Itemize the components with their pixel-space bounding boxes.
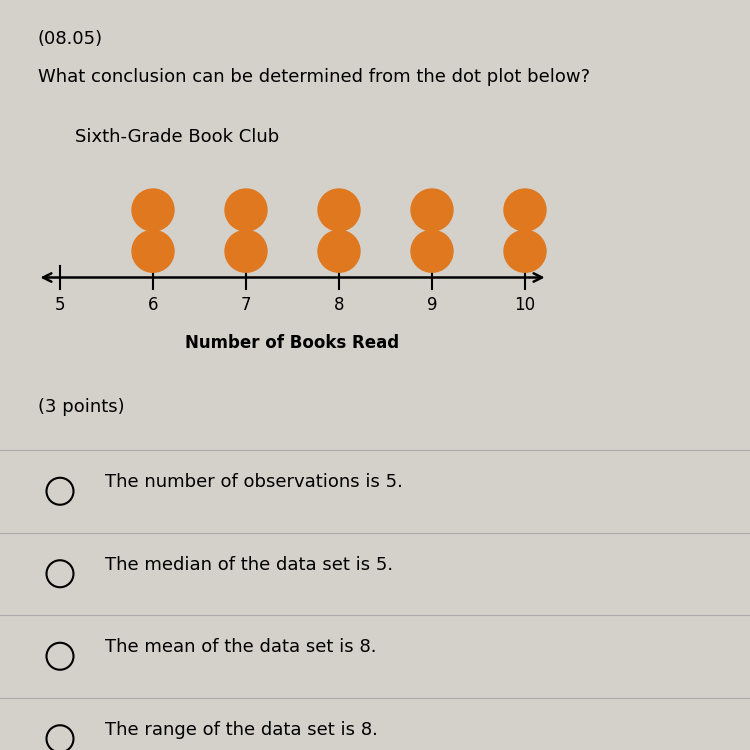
Text: Sixth-Grade Book Club: Sixth-Grade Book Club: [75, 128, 279, 146]
Text: The number of observations is 5.: The number of observations is 5.: [105, 473, 403, 491]
Text: What conclusion can be determined from the dot plot below?: What conclusion can be determined from t…: [38, 68, 590, 86]
Circle shape: [411, 230, 453, 272]
Circle shape: [132, 230, 174, 272]
Text: 6: 6: [148, 296, 158, 314]
Text: 7: 7: [241, 296, 251, 314]
Circle shape: [132, 189, 174, 231]
Circle shape: [318, 189, 360, 231]
Circle shape: [504, 189, 546, 231]
Text: (3 points): (3 points): [38, 398, 124, 416]
Circle shape: [318, 230, 360, 272]
Circle shape: [225, 230, 267, 272]
Text: 10: 10: [514, 296, 535, 314]
Circle shape: [411, 189, 453, 231]
Text: Number of Books Read: Number of Books Read: [185, 334, 400, 352]
Circle shape: [504, 230, 546, 272]
Text: The range of the data set is 8.: The range of the data set is 8.: [105, 721, 378, 739]
Text: 8: 8: [334, 296, 344, 314]
Text: 5: 5: [55, 296, 65, 314]
Circle shape: [225, 189, 267, 231]
Text: The median of the data set is 5.: The median of the data set is 5.: [105, 556, 393, 574]
Text: The mean of the data set is 8.: The mean of the data set is 8.: [105, 638, 376, 656]
Text: 9: 9: [427, 296, 437, 314]
Text: (08.05): (08.05): [38, 30, 103, 48]
